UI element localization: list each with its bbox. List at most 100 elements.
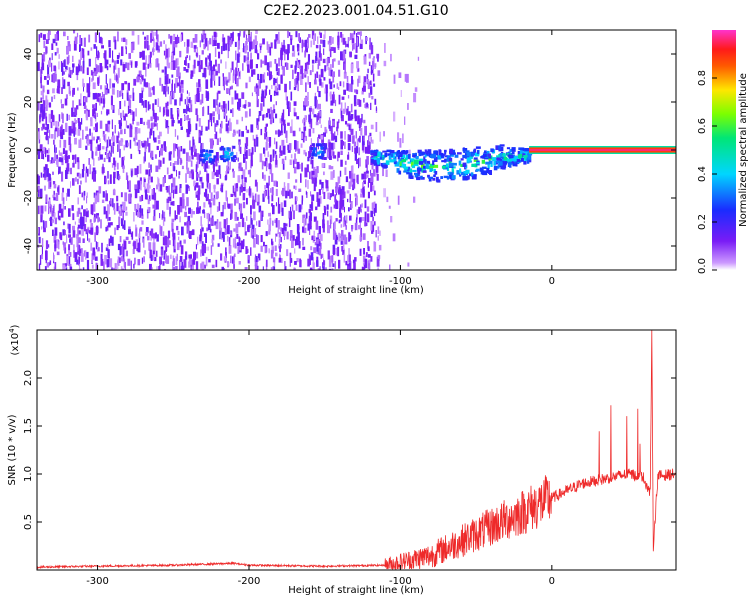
spectrogram-cell: [292, 130, 296, 137]
spectrogram-cell: [77, 224, 81, 229]
spectrogram-cell: [444, 155, 449, 158]
spectrogram-cell: [316, 243, 319, 252]
spectrogram-cell: [184, 60, 186, 65]
spectrogram-cell: [179, 216, 181, 223]
spectrogram-cell: [320, 253, 324, 258]
spectrogram-cell: [143, 256, 145, 263]
spectrogram-cell: [366, 156, 369, 165]
spectrogram-cell: [122, 37, 126, 42]
spectrogram-cell: [409, 168, 413, 174]
spectrogram-cell: [345, 225, 347, 230]
spectrogram-cell: [171, 52, 174, 62]
spectrogram-cell: [144, 40, 147, 49]
spectrogram-cell: [329, 48, 332, 58]
spectrogram-cell: [122, 224, 126, 229]
spectrogram-cell: [41, 150, 43, 159]
spectrogram-cell: [361, 266, 365, 270]
spectrogram-cell: [330, 206, 333, 213]
spectrogram-cell: [343, 89, 346, 95]
spectrogram-cell: [252, 199, 256, 209]
spectrogram-cell: [253, 237, 256, 248]
spectrogram-cell: [275, 101, 277, 106]
spectrogram-cell: [500, 151, 504, 156]
spectrogram-cell: [246, 216, 248, 221]
spectrogram-cell: [315, 220, 319, 230]
spectrogram-cell: [310, 138, 312, 148]
spectrogram-cell: [83, 209, 86, 217]
spectrogram-cell: [413, 159, 419, 165]
spectrogram-cell: [183, 108, 186, 114]
spectrogram-cell: [40, 97, 43, 102]
spectrogram-cell: [289, 258, 293, 263]
spectrogram-cell: [225, 115, 228, 123]
spectrogram-cell: [266, 113, 269, 118]
spectrogram-cell: [367, 145, 371, 154]
spectrogram-cell: [295, 205, 298, 211]
spectrogram-cell: [290, 154, 293, 159]
spectrogram-cell: [45, 240, 49, 249]
spectrogram-cell: [235, 197, 239, 204]
spectrogram-cell: [250, 59, 253, 69]
spectrogram-cell: [202, 72, 206, 78]
spectrogram-cell: [48, 205, 49, 215]
spectrogram-cell: [84, 173, 87, 183]
spectrogram-cell: [79, 44, 81, 52]
spectrogram-cell: [177, 110, 179, 120]
spectrogram-cell: [196, 207, 199, 214]
spectrogram-cell: [129, 123, 132, 129]
spectrogram-cell: [48, 102, 52, 108]
spectrogram-cell: [170, 114, 174, 119]
spectrogram-cell: [174, 129, 177, 137]
spectrogram-cell: [306, 164, 309, 173]
spectrogram-cell: [67, 81, 70, 87]
spectrogram-cell: [122, 268, 125, 270]
spectrogram-cell: [163, 177, 165, 185]
spectrogram-cell: [84, 110, 87, 114]
spectrogram-cell: [125, 211, 128, 216]
spectrogram-cell: [297, 59, 301, 68]
spectrogram-cell: [362, 187, 365, 196]
spectrogram-cell: [308, 34, 311, 38]
spectrogram-cell: [291, 52, 294, 57]
spectrogram-cell: [205, 126, 208, 131]
spectrogram-cell: [114, 160, 117, 167]
spectrogram-cell: [343, 191, 346, 199]
spectrogram-cell: [324, 129, 328, 134]
spectrogram-cell: [341, 186, 345, 190]
spectrogram-cell: [402, 133, 404, 144]
spectrogram-cell: [162, 231, 165, 237]
spectrogram-cell: [338, 232, 340, 242]
spectrogram-cell: [187, 121, 190, 128]
spectrogram-cell: [334, 204, 336, 209]
spectrogram-cell: [398, 72, 402, 78]
spectrogram-cell: [312, 128, 315, 134]
spectrogram-cell: [263, 241, 265, 247]
spectrogram-cell: [94, 92, 98, 100]
spectrogram-cell: [192, 264, 194, 270]
spectrogram-cell: [211, 264, 215, 269]
spectrogram-cell: [499, 153, 502, 158]
spectrogram-cell: [405, 150, 409, 154]
spectrogram-cell: [351, 79, 354, 85]
spectrogram-cell: [98, 93, 101, 97]
spectrogram-cell: [92, 255, 95, 260]
spectrogram-cell: [69, 238, 71, 243]
spectrogram-cell: [305, 82, 307, 93]
spectrogram-cell: [179, 260, 181, 270]
spectrogram-cell: [274, 85, 278, 92]
spectrogram-cell: [148, 55, 150, 64]
spectrogram-cell: [302, 119, 304, 124]
spectrogram-cell: [65, 122, 68, 133]
spectrogram-y-tick-label: -40: [23, 238, 34, 254]
spectrogram-cell: [60, 126, 62, 132]
spectrogram-cell: [188, 186, 190, 192]
spectrogram-cell: [78, 248, 80, 255]
spectrogram-cell: [342, 141, 344, 146]
spectrogram-cell: [107, 109, 110, 115]
spectrogram-cell: [73, 40, 77, 51]
spectrogram-cell: [95, 102, 97, 111]
spectrogram-cell: [64, 263, 67, 267]
spectrogram-cell: [273, 109, 276, 114]
spectrogram-cell: [206, 161, 208, 169]
spectrogram-cell: [54, 34, 58, 42]
